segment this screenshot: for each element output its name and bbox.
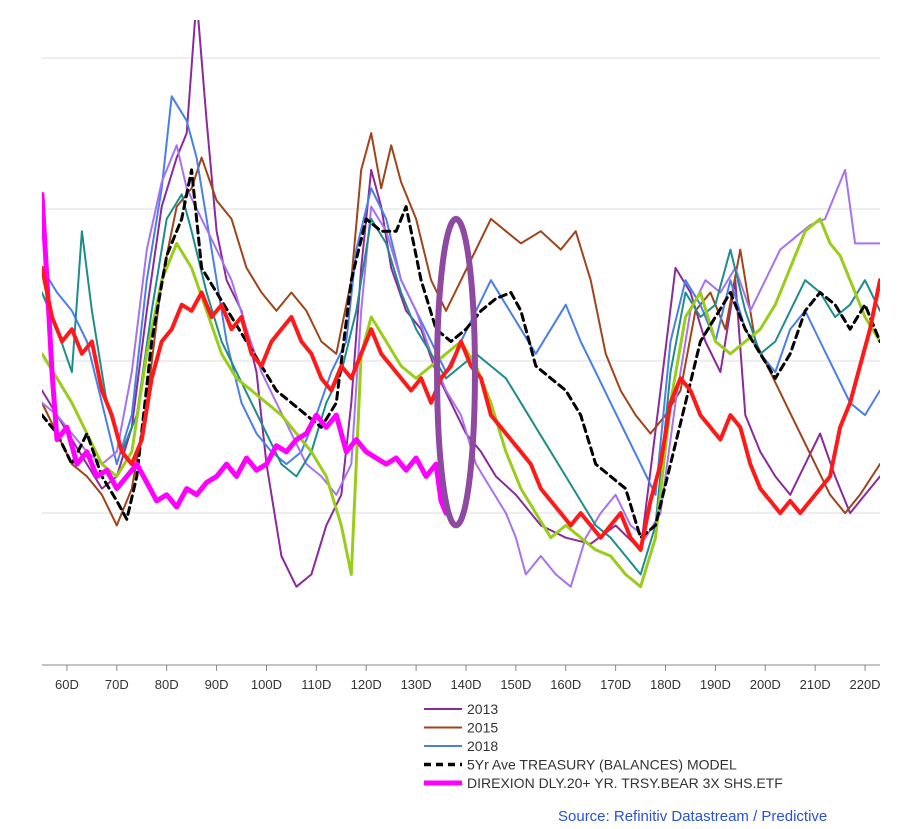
legend: 2013 2015 2018 5Yr Ave TREASURY (BALANCES) …: [424, 701, 783, 791]
series-line-1: [42, 132, 880, 527]
legend-label: 2018: [467, 738, 498, 754]
x-tick-label: 130D: [401, 677, 432, 692]
series-line-8: [42, 265, 880, 552]
series-line-7: [42, 191, 449, 516]
series-layer: [42, 20, 880, 589]
x-tick-label: 180D: [650, 677, 681, 692]
series-line-3: [42, 144, 880, 588]
x-tick-label: 210D: [800, 677, 831, 692]
x-tick-label: 90D: [205, 677, 229, 692]
x-tick-label: 80D: [155, 677, 179, 692]
legend-label: 2013: [467, 701, 498, 717]
legend-label: 5Yr Ave TREASURY (BALANCES) MODEL: [467, 757, 737, 773]
x-tick-label: 110D: [301, 677, 331, 692]
annotation-ellipse: [434, 215, 478, 529]
x-tick-label: 200D: [750, 677, 781, 692]
x-tick-label: 60D: [55, 677, 79, 692]
legend-label: 2015: [467, 720, 498, 736]
x-tick-label: 220D: [849, 677, 880, 692]
x-tick-label: 120D: [351, 677, 382, 692]
series-line-6: [42, 168, 880, 540]
series-line-5: [42, 217, 880, 589]
series-line-4: [42, 193, 880, 576]
x-tick-label: 140D: [450, 677, 481, 692]
annotation-layer: [434, 215, 478, 529]
x-axis: 60D 70D 80D 90D 100D 110D 120D 130D 140D 150D 160D…: [42, 664, 881, 692]
legend-label: DIREXION DLY.20+ YR. TRSY.BEAR 3X SHS.ET…: [467, 775, 783, 791]
x-tick-label: 150D: [500, 677, 531, 692]
x-tick-label: 100D: [251, 677, 282, 692]
x-tick-label: 70D: [105, 677, 129, 692]
x-tick-label: 170D: [600, 677, 631, 692]
x-tick-label: 160D: [550, 677, 581, 692]
series-line-0: [42, 20, 880, 588]
source-label: Source: Refinitiv Datastream / Predictiv…: [558, 808, 827, 825]
x-tick-label: 190D: [700, 677, 731, 692]
